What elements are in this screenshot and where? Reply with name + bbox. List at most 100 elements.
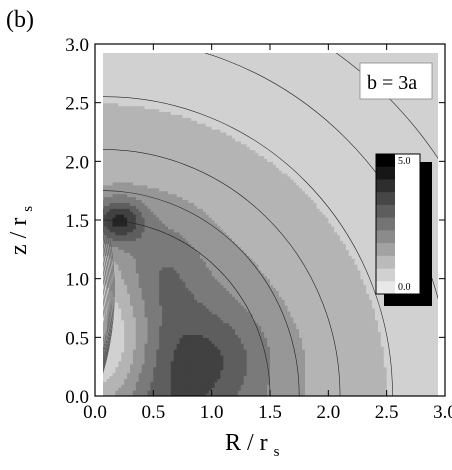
contour-cell — [144, 237, 149, 242]
contour-cell — [121, 184, 125, 189]
contour-cell — [170, 228, 175, 233]
contour-cell — [130, 64, 134, 69]
contour-cell — [124, 187, 128, 192]
contour-cell — [118, 214, 122, 218]
contour-cell — [138, 249, 143, 253]
contour-cell — [170, 199, 175, 203]
contour-cell — [138, 67, 143, 71]
contour-cell — [173, 53, 178, 54]
contour-cell — [118, 190, 122, 195]
contour-cell — [127, 305, 131, 309]
contour-cell — [173, 264, 178, 268]
contour-cell — [150, 334, 154, 338]
contour-cell — [121, 96, 125, 101]
contour-cell — [132, 76, 137, 80]
contour-cell — [153, 319, 157, 324]
contour-cell — [153, 211, 157, 215]
contour-cell — [138, 132, 143, 136]
contour-cell — [162, 211, 166, 215]
contour-cell — [167, 231, 172, 236]
contour-cell — [121, 164, 125, 168]
contour-cell — [130, 381, 134, 385]
contour-cell — [141, 90, 146, 95]
contour-cell — [106, 58, 111, 63]
contour-cell — [106, 73, 111, 77]
contour-cell — [165, 73, 169, 77]
contour-cell — [109, 132, 114, 136]
contour-cell — [124, 137, 128, 142]
contour-cell — [138, 220, 143, 224]
contour-cell — [109, 164, 114, 168]
contour-cell — [135, 390, 140, 394]
contour-cell — [173, 88, 178, 92]
contour-cell — [150, 120, 154, 124]
contour-cell — [159, 281, 163, 286]
contour-cell — [170, 299, 175, 303]
contour-cell — [135, 278, 140, 283]
contour-cell — [162, 184, 166, 189]
contour-cell — [150, 269, 154, 274]
contour-cell — [138, 369, 143, 374]
contour-cell — [138, 378, 143, 382]
contour-cell — [132, 372, 137, 377]
contour-cell — [173, 234, 178, 239]
contour-cell — [132, 275, 137, 280]
contour-cell — [106, 199, 111, 203]
contour-cell — [159, 137, 163, 142]
contour-cell — [112, 93, 117, 98]
contour-cell — [106, 222, 111, 227]
contour-cell — [153, 190, 157, 195]
contour-cell — [144, 375, 149, 379]
contour-cell — [170, 269, 175, 274]
contour-cell — [144, 178, 149, 183]
contour-cell — [173, 372, 178, 377]
contour-cell — [109, 249, 114, 253]
contour-cell — [138, 322, 143, 327]
contour-cell — [176, 266, 181, 271]
contour-cell — [162, 85, 166, 89]
contour-cell — [106, 149, 111, 154]
contour-cell — [135, 85, 140, 89]
contour-cell — [162, 231, 166, 236]
contour-cell — [109, 308, 114, 312]
contour-cell — [162, 316, 166, 321]
contour-cell — [162, 105, 166, 110]
contour-cell — [156, 340, 160, 344]
contour-cell — [144, 234, 149, 239]
contour-cell — [106, 178, 111, 183]
contour-cell — [135, 261, 140, 265]
contour-cell — [147, 214, 152, 218]
contour-cell — [112, 202, 117, 206]
contour-cell — [147, 211, 152, 215]
contour-cell — [121, 93, 125, 98]
contour-cell — [130, 296, 134, 300]
contour-cell — [173, 319, 178, 324]
contour-cell — [170, 64, 175, 69]
contour-cell — [144, 290, 149, 294]
contour-cell — [156, 240, 160, 245]
contour-cell — [159, 360, 163, 365]
contour-cell — [103, 319, 105, 324]
contour-cell — [118, 120, 122, 124]
contour-cell — [176, 349, 181, 353]
contour-cell — [141, 111, 146, 115]
contour-cell — [135, 290, 140, 294]
contour-cell — [147, 272, 152, 277]
contour-cell — [156, 281, 160, 286]
contour-cell — [147, 349, 152, 353]
contour-cell — [173, 220, 178, 224]
contour-cell — [159, 67, 163, 71]
contour-cell — [162, 372, 166, 377]
contour-cell — [153, 134, 157, 139]
contour-cell — [147, 102, 152, 107]
contour-cell — [165, 272, 169, 277]
contour-cell — [138, 181, 143, 186]
contour-cell — [153, 61, 157, 66]
contour-cell — [150, 313, 154, 318]
contour-cell — [132, 349, 137, 353]
contour-cell — [103, 228, 105, 233]
contour-cell — [138, 281, 143, 286]
contour-cell — [130, 366, 134, 371]
contour-cell — [144, 132, 149, 136]
contour-cell — [130, 237, 134, 242]
